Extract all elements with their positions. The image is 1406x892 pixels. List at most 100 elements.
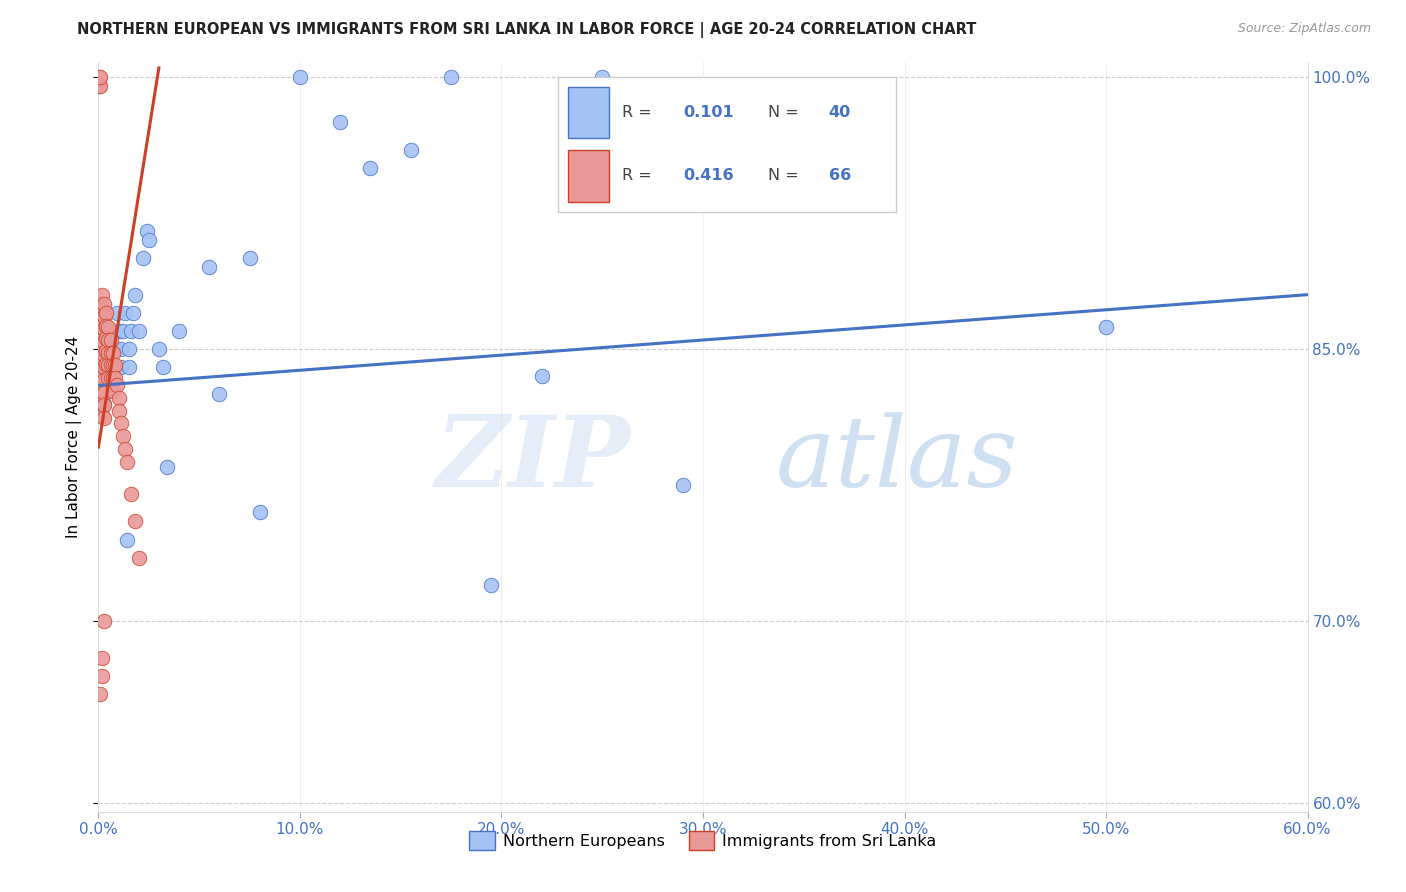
Point (89, 297, 111, 311)
Point (124, 515, 146, 529)
Point (91, 396, 114, 410)
Legend: Northern Europeans, Immigrants from Sri Lanka: Northern Europeans, Immigrants from Sri … (463, 825, 943, 856)
Point (93, 360, 115, 375)
Point (91, 287, 114, 301)
Point (115, 454, 138, 468)
Point (110, 360, 132, 375)
Point (89, 70, 111, 84)
Point (96, 331, 118, 345)
Point (111, 429, 134, 443)
Point (91, 668, 114, 682)
Point (97, 345, 120, 359)
Point (288, 70, 311, 84)
Point (249, 505, 271, 519)
Point (105, 306, 128, 320)
Point (132, 252, 155, 266)
Point (93, 396, 115, 410)
Point (93, 322, 115, 336)
Point (93, 411, 115, 425)
Point (135, 224, 157, 238)
Point (100, 360, 122, 375)
Point (89, 78, 111, 93)
Point (167, 324, 190, 338)
Point (101, 371, 124, 385)
Point (101, 384, 124, 398)
Point (89, 342, 111, 356)
Point (100, 333, 122, 347)
Point (96, 318, 118, 333)
Point (239, 252, 262, 266)
Point (114, 442, 136, 456)
Point (115, 533, 138, 547)
Point (329, 115, 352, 129)
Point (93, 297, 115, 311)
Point (91, 342, 114, 356)
Point (93, 334, 115, 349)
Point (120, 487, 142, 501)
Point (103, 359, 125, 373)
Point (96, 306, 118, 320)
Point (208, 387, 231, 401)
Point (89, 887, 111, 892)
Point (97, 333, 120, 347)
Point (93, 398, 115, 412)
Point (107, 391, 129, 405)
Point (91, 301, 114, 315)
Point (89, 327, 111, 342)
Point (399, 143, 422, 157)
Point (530, 369, 553, 384)
Point (93, 385, 115, 400)
Text: atlas: atlas (776, 412, 1018, 508)
Point (91, 369, 114, 384)
Point (91, 315, 114, 329)
Point (105, 378, 128, 392)
Point (591, 70, 613, 84)
Point (89, 315, 111, 329)
Point (120, 324, 142, 338)
Point (91, 650, 114, 665)
Point (96, 357, 118, 371)
Point (110, 417, 132, 431)
Point (1095, 320, 1118, 334)
Point (103, 360, 125, 375)
Point (100, 371, 122, 385)
Text: NORTHERN EUROPEAN VS IMMIGRANTS FROM SRI LANKA IN LABOR FORCE | AGE 20-24 CORREL: NORTHERN EUROPEAN VS IMMIGRANTS FROM SRI… (77, 22, 977, 38)
Point (107, 404, 129, 418)
Point (97, 371, 120, 385)
Point (101, 359, 124, 373)
Point (93, 373, 115, 387)
Point (100, 345, 122, 359)
Point (89, 78, 111, 93)
Point (672, 478, 695, 492)
Point (481, 578, 503, 592)
Point (103, 342, 125, 356)
Point (89, 351, 111, 366)
Point (91, 409, 114, 424)
Point (121, 306, 143, 320)
Point (138, 233, 160, 247)
Point (128, 324, 150, 338)
Point (440, 70, 463, 84)
Y-axis label: In Labor Force | Age 20-24: In Labor Force | Age 20-24 (66, 336, 83, 538)
Point (110, 342, 132, 356)
Point (91, 327, 114, 342)
Point (148, 342, 170, 356)
Point (111, 324, 134, 338)
Point (152, 360, 174, 375)
Point (89, 70, 111, 84)
Point (118, 342, 141, 356)
Text: Source: ZipAtlas.com: Source: ZipAtlas.com (1237, 22, 1371, 36)
Point (89, 687, 111, 701)
Text: ZIP: ZIP (436, 411, 630, 508)
Point (100, 359, 122, 373)
Point (128, 550, 150, 565)
Point (97, 355, 120, 369)
Point (360, 161, 382, 175)
Point (96, 343, 118, 358)
Point (101, 345, 124, 359)
Point (156, 460, 179, 475)
Point (198, 260, 221, 275)
Point (118, 360, 141, 375)
Point (103, 371, 125, 385)
Point (89, 306, 111, 320)
